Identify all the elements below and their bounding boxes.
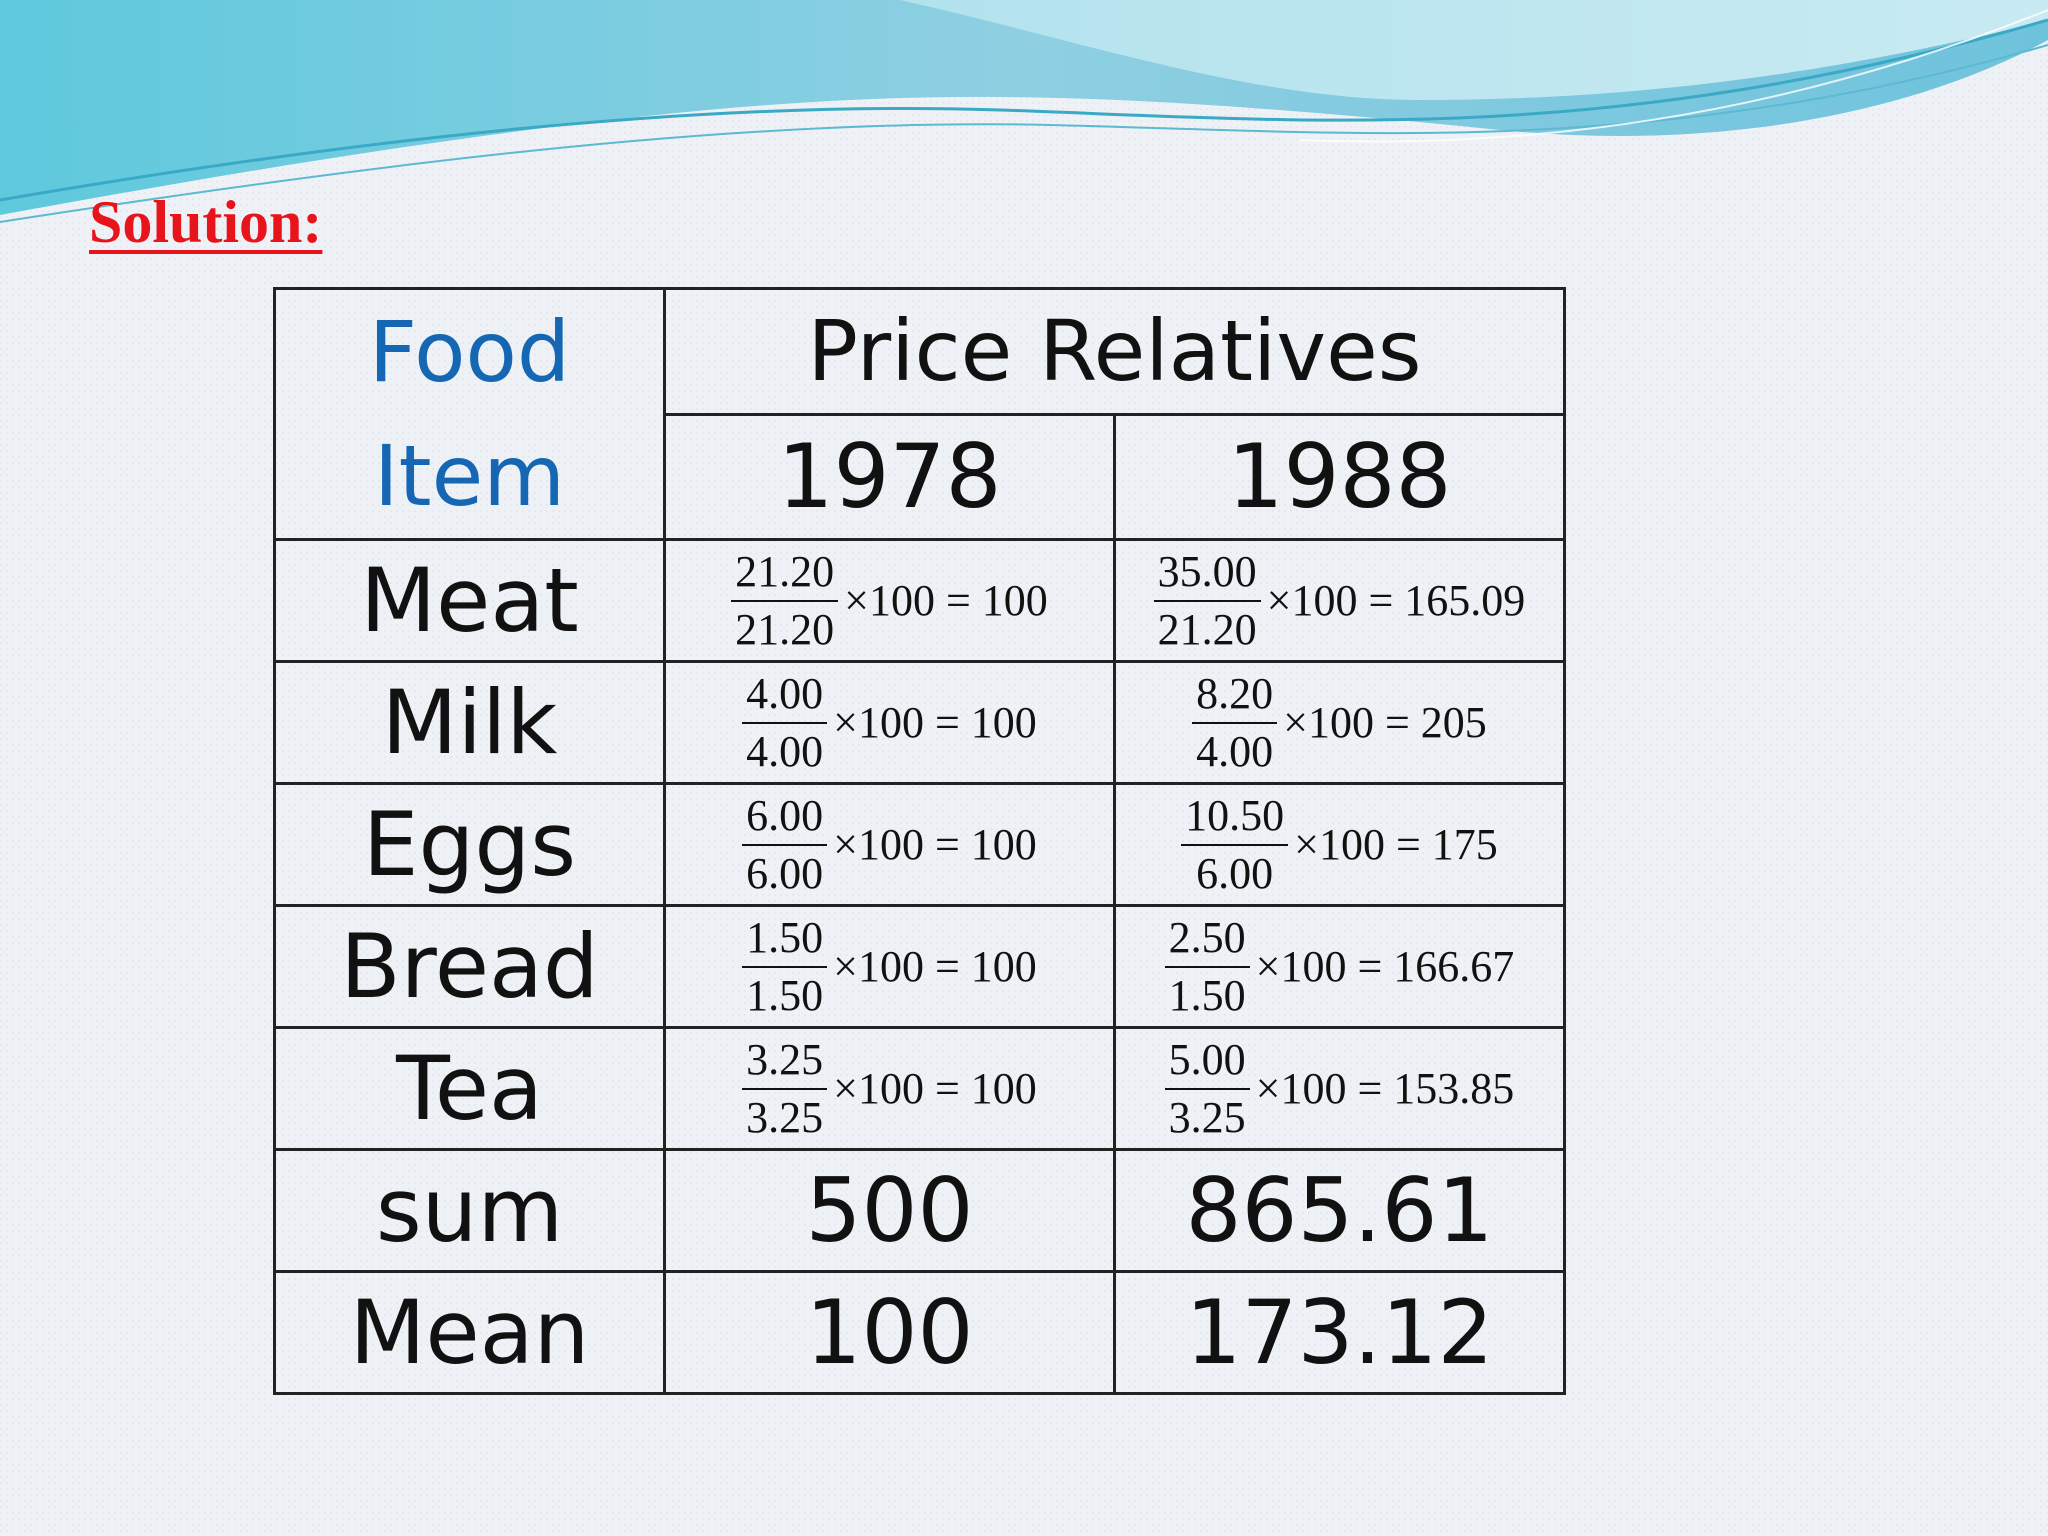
mean-label: Mean	[273, 1270, 666, 1395]
header-food-line2: Item	[373, 427, 566, 525]
fraction-numerator: 10.50	[1181, 788, 1289, 846]
formula-cell: 2.50 1.50 ×100 = 166.67	[1113, 904, 1566, 1029]
mean-1988: 173.12	[1113, 1270, 1566, 1395]
fraction-numerator: 35.00	[1153, 544, 1261, 602]
formula-result: ×100 = 100	[833, 942, 1037, 991]
sum-row: sum 500 865.61	[273, 1148, 1566, 1273]
formula-cell: 8.20 4.00 ×100 = 205	[1113, 660, 1566, 785]
header-food-item: Food Item	[273, 287, 666, 541]
table-row: Tea 3.25 3.25 ×100 = 100 5.00 3.25 ×100 = 15…	[273, 1026, 1566, 1151]
mean-1978: 100	[663, 1270, 1116, 1395]
sum-label: sum	[273, 1148, 666, 1273]
fraction-denominator: 4.00	[746, 726, 824, 776]
formula-result: ×100 = 100	[833, 820, 1037, 869]
fraction-numerator: 3.25	[742, 1032, 828, 1090]
fraction-numerator: 6.00	[742, 788, 828, 846]
formula-cell: 5.00 3.25 ×100 = 153.85	[1113, 1026, 1566, 1151]
formula-cell: 21.20 21.20 ×100 = 100	[663, 538, 1116, 663]
row-item-tea: Tea	[273, 1026, 666, 1151]
header-year-1978: 1978	[663, 412, 1116, 541]
row-item-milk: Milk	[273, 660, 666, 785]
header-food-line1: Food	[368, 303, 571, 401]
header-price-relatives: Price Relatives	[663, 287, 1566, 416]
fraction-denominator: 6.00	[1196, 848, 1274, 898]
formula-result: ×100 = 165.09	[1266, 576, 1526, 625]
mean-row: Mean 100 173.12	[273, 1270, 1566, 1395]
formula-cell: 35.00 21.20 ×100 = 165.09	[1113, 538, 1566, 663]
formula-cell: 1.50 1.50 ×100 = 100	[663, 904, 1116, 1029]
header-year-1988: 1988	[1113, 412, 1566, 541]
fraction-denominator: 1.50	[1168, 970, 1246, 1020]
table-row: Meat 21.20 21.20 ×100 = 100 35.00 21.20 ×100…	[273, 538, 1566, 663]
sum-1988: 865.61	[1113, 1148, 1566, 1273]
table-row: Eggs 6.00 6.00 ×100 = 100 10.50 6.00 ×100 = …	[273, 782, 1566, 907]
fraction-numerator: 1.50	[742, 910, 828, 968]
formula-cell: 6.00 6.00 ×100 = 100	[663, 782, 1116, 907]
formula-cell: 10.50 6.00 ×100 = 175	[1113, 782, 1566, 907]
fraction-denominator: 21.20	[1157, 604, 1257, 654]
formula-result: ×100 = 100	[833, 1064, 1037, 1113]
fraction-denominator: 4.00	[1196, 726, 1274, 776]
fraction-numerator: 8.20	[1192, 666, 1278, 724]
row-item-eggs: Eggs	[273, 782, 666, 907]
formula-result: ×100 = 100	[833, 698, 1037, 747]
sum-1978: 500	[663, 1148, 1116, 1273]
fraction-numerator: 4.00	[742, 666, 828, 724]
row-item-bread: Bread	[273, 904, 666, 1029]
table-header-row: Food Item Price Relatives	[273, 287, 1566, 541]
fraction-numerator: 2.50	[1164, 910, 1250, 968]
fraction-denominator: 6.00	[746, 848, 824, 898]
fraction-denominator: 1.50	[746, 970, 824, 1020]
formula-result: ×100 = 175	[1294, 820, 1498, 869]
formula-result: ×100 = 166.67	[1255, 942, 1515, 991]
header-wave-decoration	[0, 0, 2048, 223]
price-relatives-table: Food Item Price Relatives 1978 1988 Meat…	[273, 287, 1566, 1395]
formula-cell: 3.25 3.25 ×100 = 100	[663, 1026, 1116, 1151]
fraction-numerator: 5.00	[1164, 1032, 1250, 1090]
fraction-denominator: 3.25	[746, 1092, 824, 1142]
fraction-denominator: 3.25	[1168, 1092, 1246, 1142]
table-row: Milk 4.00 4.00 ×100 = 100 8.20 4.00 ×100 = 2…	[273, 660, 1566, 785]
solution-heading: Solution:	[89, 189, 323, 255]
formula-result: ×100 = 153.85	[1255, 1064, 1515, 1113]
table-year-row: 1978 1988	[275, 412, 1566, 541]
formula-cell: 4.00 4.00 ×100 = 100	[663, 660, 1116, 785]
fraction-denominator: 21.20	[735, 604, 835, 654]
formula-result: ×100 = 100	[844, 576, 1048, 625]
row-item-meat: Meat	[273, 538, 666, 663]
table-row: Bread 1.50 1.50 ×100 = 100 2.50 1.50 ×100 = …	[273, 904, 1566, 1029]
formula-result: ×100 = 205	[1283, 698, 1487, 747]
fraction-numerator: 21.20	[731, 544, 839, 602]
